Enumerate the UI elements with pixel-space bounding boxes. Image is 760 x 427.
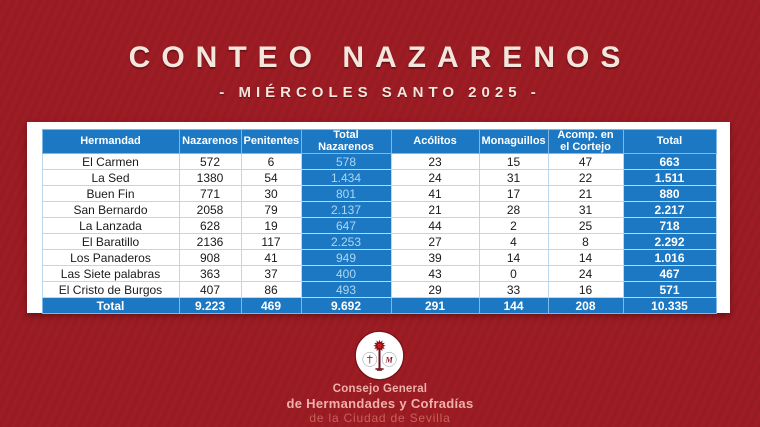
svg-text:M: M [385, 355, 394, 364]
